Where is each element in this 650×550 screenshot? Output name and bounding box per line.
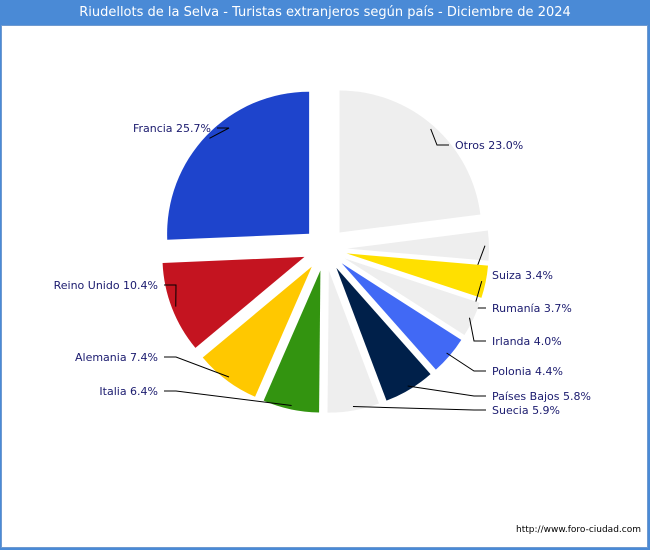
leader-line-suecia: [352, 406, 486, 411]
pie-slice-italia: [263, 270, 321, 413]
data-label-francia: Francia 25.7%: [133, 122, 211, 135]
data-label-polonia: Polonia 4.4%: [492, 365, 563, 378]
leader-line-alemania: [164, 356, 230, 378]
pie-slice-reino-unido: [162, 256, 305, 348]
data-label-rumania: Rumanía 3.7%: [492, 302, 572, 315]
pie-slice-alemania: [202, 266, 312, 397]
pie-slice-suecia: [327, 270, 379, 413]
data-label-italia: Italia 6.4%: [99, 385, 158, 398]
pie-slice-francia: [167, 91, 310, 240]
pie-slice-otros: [339, 90, 481, 233]
data-label-paises-bajos: Países Bajos 5.8%: [492, 390, 591, 403]
source-url: http://www.foro-ciudad.com: [516, 525, 641, 535]
data-label-irlanda: Irlanda 4.0%: [492, 335, 562, 348]
leader-line-paises-bajos: [407, 385, 486, 397]
data-label-otros: Otros 23.0%: [455, 139, 523, 152]
leader-line-polonia: [446, 352, 486, 372]
pie-slice-irlanda: [344, 258, 480, 336]
leader-line-italia: [164, 390, 292, 406]
data-label-alemania: Alemania 7.4%: [75, 351, 158, 364]
pie-slice-polonia: [341, 263, 462, 370]
data-label-suecia: Suecia 5.9%: [492, 404, 560, 417]
leader-line-francia: [209, 127, 230, 139]
data-label-reino-unido: Reino Unido 10.4%: [54, 279, 158, 292]
chart-title: Riudellots de la Selva - Turistas extran…: [0, 0, 650, 25]
leader-line-reino-unido: [164, 284, 177, 307]
pie-slice-paises-bajos: [336, 267, 431, 401]
pie-slice-rumania: [346, 253, 489, 298]
leader-line-otros: [430, 128, 449, 146]
leader-line-irlanda: [468, 317, 486, 342]
plot-area: [1, 25, 648, 548]
pie-slice-suiza: [346, 230, 489, 261]
data-label-suiza: Suiza 3.4%: [492, 269, 553, 282]
